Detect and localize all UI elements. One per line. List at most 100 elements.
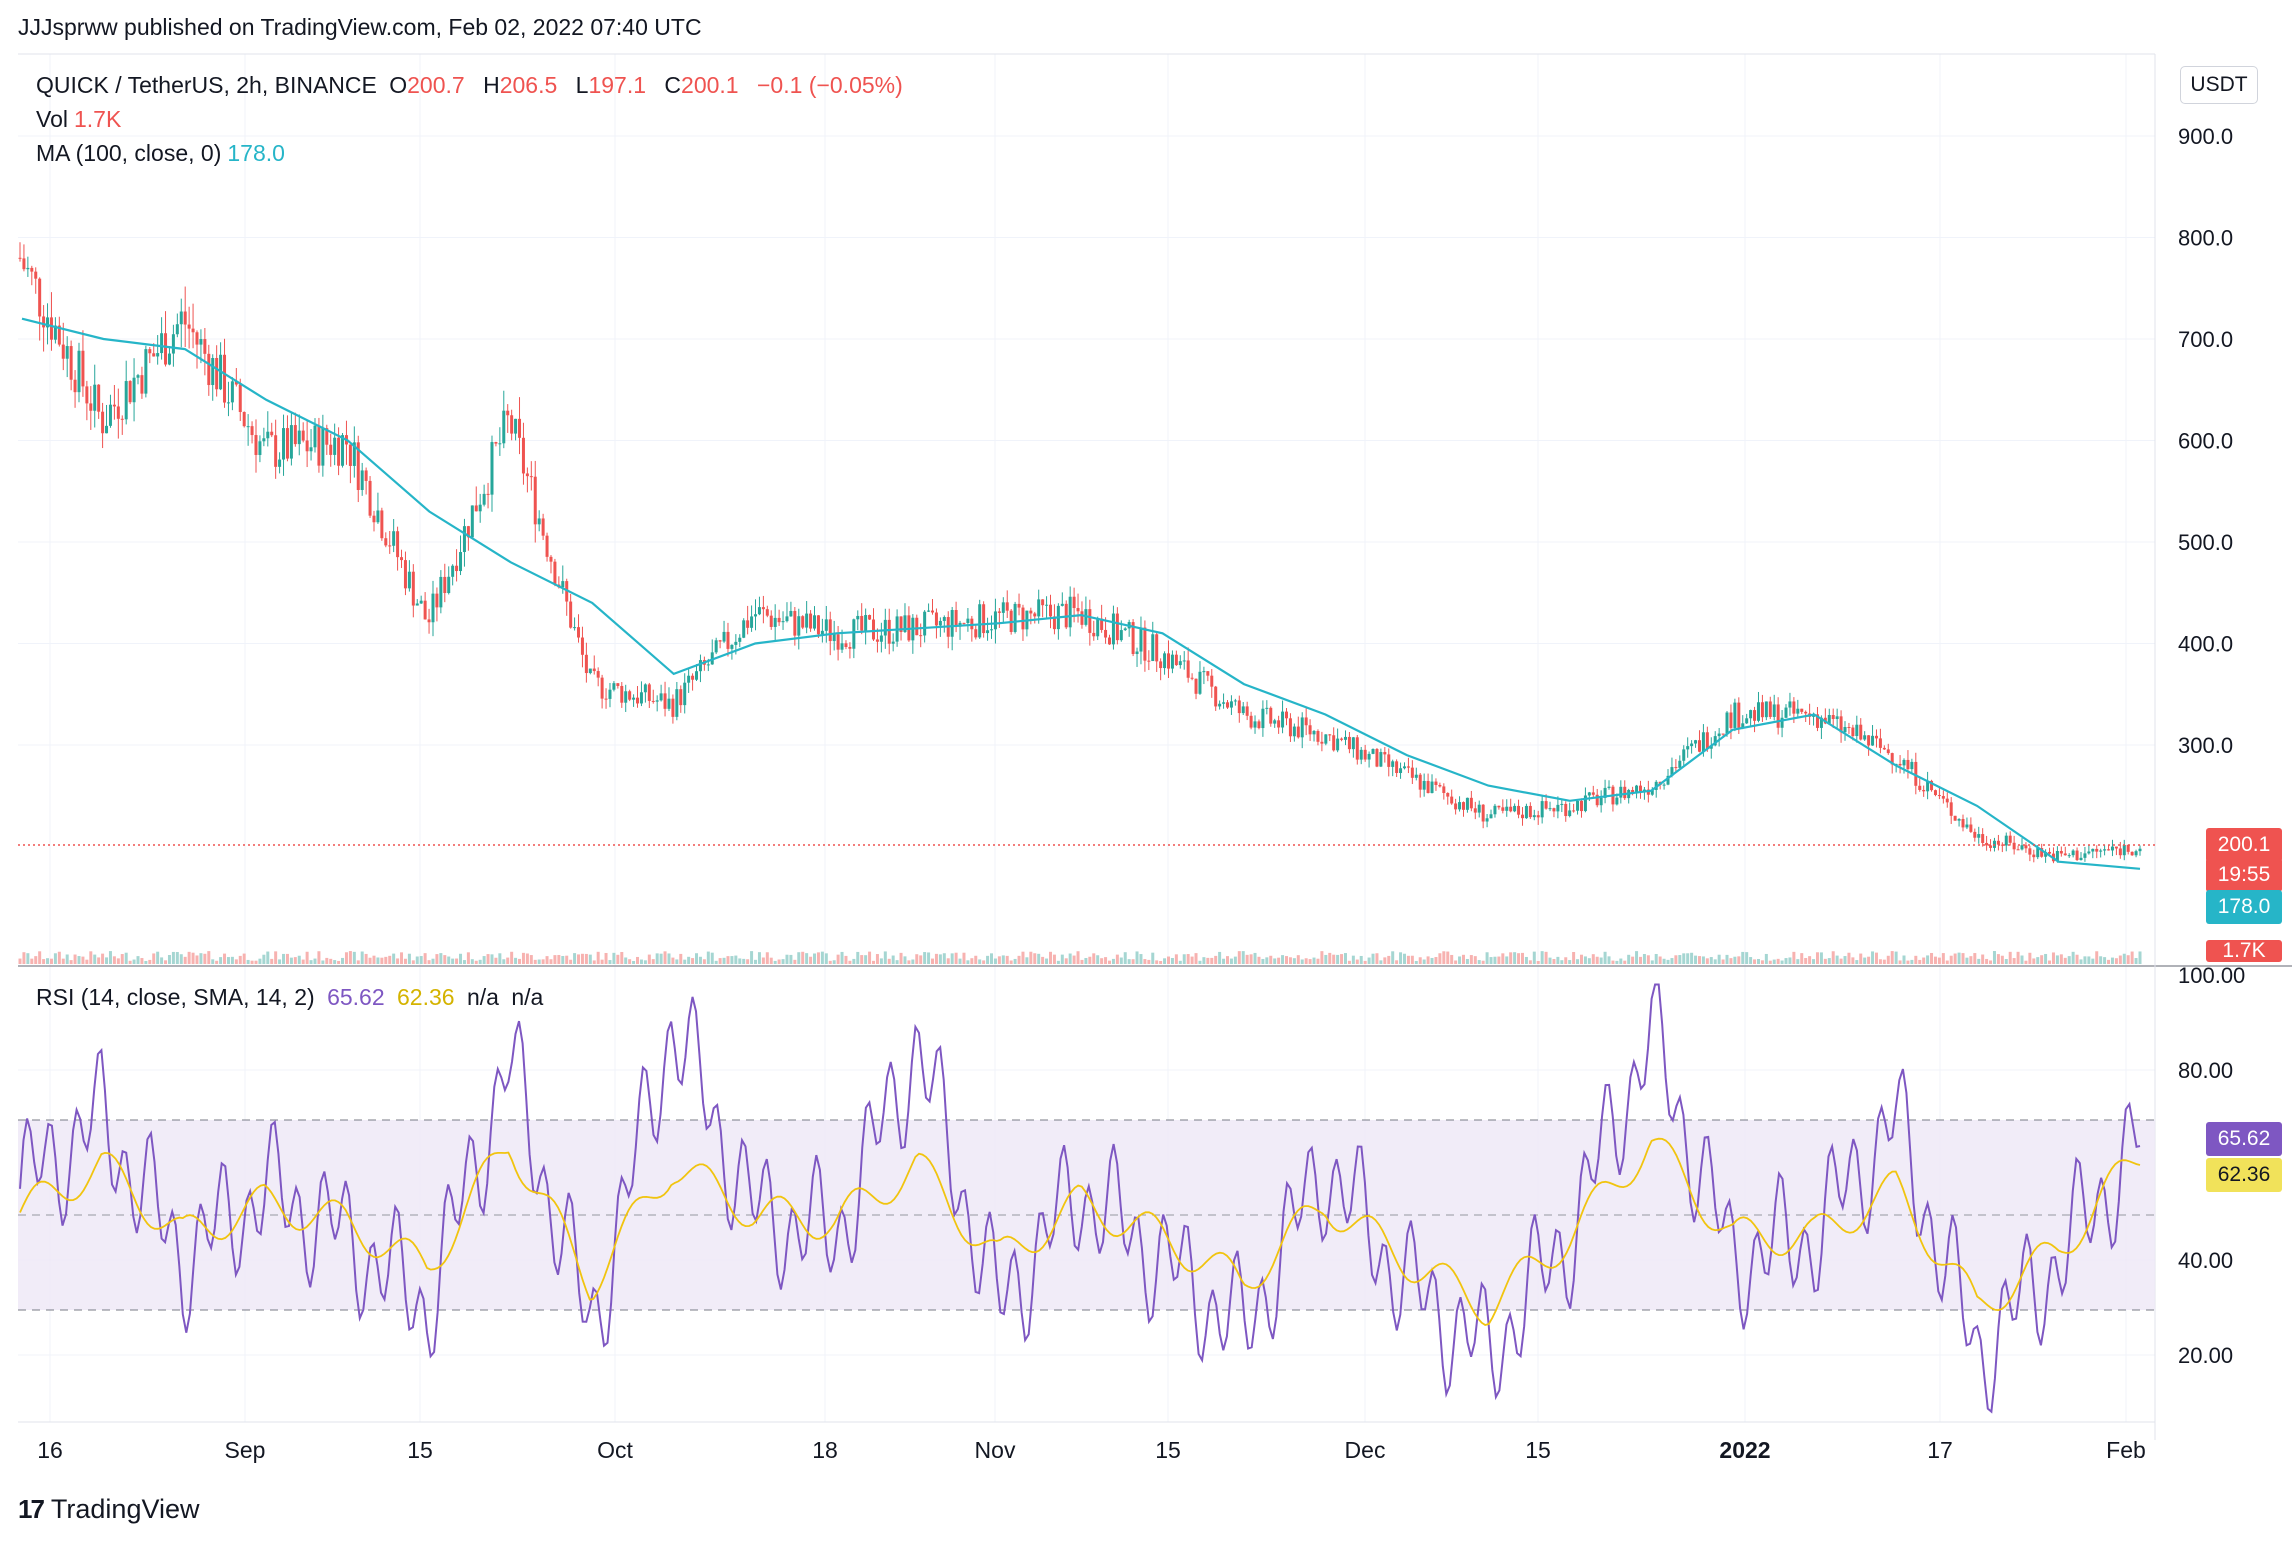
rsi-sma-line [19,1137,2141,1326]
volume-bar [1312,957,1316,964]
volume-bar [1119,957,1123,964]
volume-bar [321,960,325,964]
volume-bar [1072,955,1076,964]
candle-body [1949,802,1953,816]
candle-body [1041,599,1045,606]
volume-bar [1399,952,1403,964]
candle-body [1599,797,1603,806]
candle-body [1454,803,1458,810]
volume-bar [1033,953,1037,964]
volume-bar [628,959,632,964]
candle-body [2118,848,2122,856]
volume-bar [706,951,710,964]
volume-bar [1222,958,1226,964]
volume-bar [600,959,604,964]
candle-body [1576,800,1580,811]
tradingview-logo-icon: 17 [18,1494,45,1524]
candle-body [1839,716,1843,733]
volume-bar [1505,956,1509,964]
candle-body [502,410,506,444]
volume-bar [1678,955,1682,964]
candle-body [1406,766,1410,768]
candle-body [1446,793,1450,797]
volume-bar [1001,955,1005,964]
candle-body [108,404,112,426]
volume-bar [2012,958,2016,964]
candle-body [1430,781,1434,794]
volume-bar [506,957,510,964]
candle-body [1733,702,1737,728]
candle-body [2012,842,2016,850]
candle-body [820,630,824,635]
candle-body [183,311,187,325]
candle-body [171,334,175,354]
candle-body [1147,660,1151,662]
volume-bar [26,953,30,964]
candle-body [97,384,101,412]
candle-body [1029,610,1033,614]
candle-body [1670,767,1674,776]
candle-body [1725,712,1729,735]
candle-body [1375,749,1379,767]
candle-body [514,418,518,434]
candle-body [789,610,793,617]
candle-body [384,538,388,546]
volume-bar [2020,955,2024,964]
tradingview-brand[interactable]: 17 TradingView [18,1494,200,1525]
currency-unit-button[interactable]: USDT [2180,66,2258,104]
candle-body [974,629,978,638]
candle-body [1847,726,1851,728]
candle-body [81,350,85,387]
candle-body [2087,851,2091,854]
volume-bar [466,952,470,964]
volume-bar [659,953,663,964]
volume-bar [1697,956,1701,964]
volume-bar [919,955,923,964]
volume-bars [18,951,2142,964]
volume-bar [1190,956,1194,964]
volume-bar [1107,960,1111,964]
candle-body [1548,808,1552,810]
ohlc-low: L197.1 [575,72,647,98]
candle-body [1343,736,1347,740]
volume-bar [1347,960,1351,964]
volume-bar [1324,954,1328,964]
candle-body [2099,850,2103,852]
volume-bar [1957,952,1961,964]
volume-bar [427,960,431,964]
volume-bar [1894,951,1898,964]
candle-body [1033,613,1037,617]
volume-bar [510,951,514,964]
rsi-legend: RSI (14, close, SMA, 14, 2) 65.62 62.36 … [36,984,544,1010]
candle-body [1544,801,1548,809]
volume-bar [42,959,46,964]
volume-bar [1080,959,1084,964]
candle-body [726,631,730,649]
volume-bar [1638,956,1642,964]
volume-bar [270,958,274,964]
candle-body [1068,596,1072,628]
volume-bar [608,960,612,964]
candle-body [978,604,982,638]
candle-body [1233,700,1237,702]
candle-body [518,418,522,438]
candle-body [1961,818,1965,828]
candle-body [140,375,144,394]
volume-bar [1815,952,1819,964]
volume-bar [1442,951,1446,964]
volume-bar [498,953,502,964]
candle-body [1831,715,1835,719]
rsi-axis-ticks: 100.00 80.00 40.00 20.00 [2178,963,2245,1368]
candle-body [718,640,722,642]
volume-bar [46,958,50,964]
volume-bar [1906,960,1910,964]
volume-bar [1776,958,1780,964]
candle-body [612,683,616,690]
candle-body [2103,849,2107,851]
candle-body [1005,602,1009,611]
ma-value-tag: 178.0 [2206,890,2282,924]
volume-bar [183,956,187,964]
volume-bar [1745,952,1749,964]
candle-body [313,425,317,448]
